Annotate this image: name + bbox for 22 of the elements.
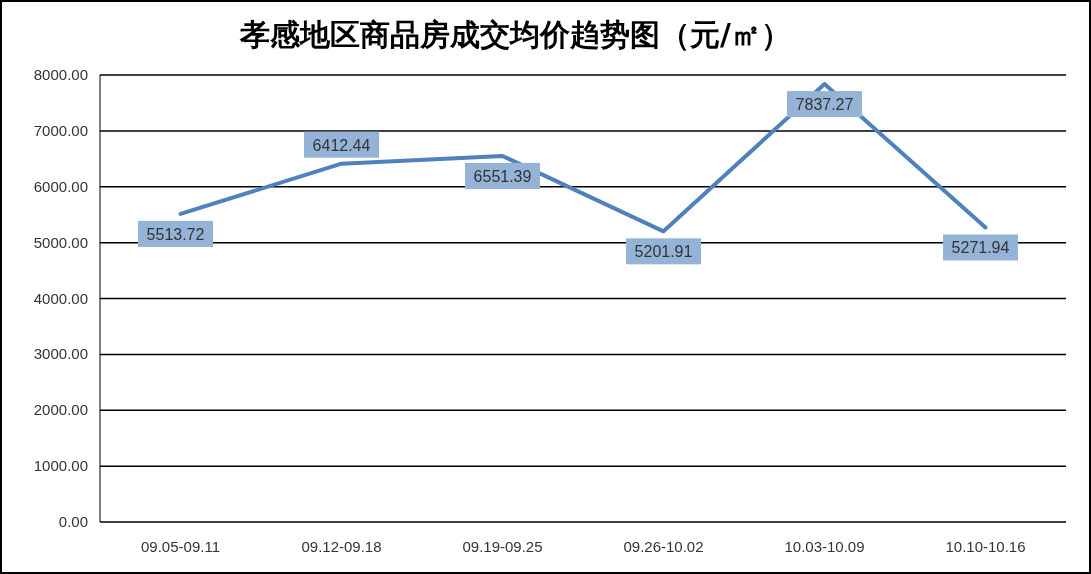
x-tick-label: 10.03-10.09 [784,538,865,555]
y-tick-label: 3000.00 [33,345,88,363]
x-tick-label: 09.26-10.02 [623,538,704,555]
y-tick-label: 6000.00 [33,177,88,195]
y-tick-label: 0.00 [58,513,88,530]
y-tick-label: 2000.00 [33,401,88,419]
data-label: 6551.39 [473,167,532,185]
data-label: 5271.94 [951,239,1010,257]
y-tick-label: 5000.00 [33,233,88,251]
x-tick-label: 09.05-09.11 [141,538,220,555]
x-tick-label: 10.10-10.16 [945,538,1026,555]
x-tick-label: 09.12-09.18 [301,538,382,555]
data-label: 6412.44 [312,136,371,154]
y-tick-label: 8000.00 [33,66,88,83]
y-tick-label: 7000.00 [33,121,88,139]
data-label: 7837.27 [795,96,854,114]
data-label: 5201.91 [634,243,693,261]
x-tick-label: 09.19-09.25 [462,538,543,555]
chart-title: 孝感地区商品房成交均价趋势图（元/㎡） [239,17,791,52]
y-tick-label: 4000.00 [33,289,88,307]
y-tick-label: 1000.00 [33,457,88,475]
data-label: 5513.72 [146,225,205,243]
